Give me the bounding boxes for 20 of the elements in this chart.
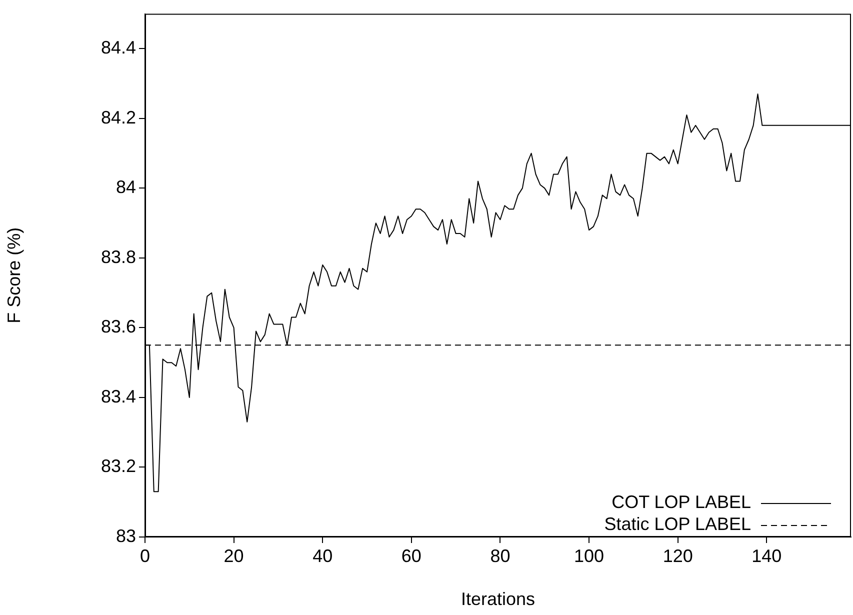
legend-label: Static LOP LABEL <box>604 514 751 534</box>
x-axis-title: Iterations <box>460 589 536 610</box>
y-tick-label: 84.2 <box>100 107 136 128</box>
y-tick-label: 83.8 <box>100 246 136 267</box>
x-tick-label: 60 <box>401 546 422 566</box>
y-tick-label: 84 <box>116 177 136 198</box>
x-tick-label: 100 <box>574 546 604 566</box>
x-tick-label: 80 <box>490 546 510 566</box>
y-tick-label: 83.2 <box>100 456 136 476</box>
x-tick-label: 0 <box>140 546 150 566</box>
y-axis-title: F Score (%) <box>4 227 24 324</box>
y-tick-label: 83.6 <box>100 316 136 337</box>
x-tick-label: 120 <box>662 546 693 566</box>
x-tick-label: 20 <box>224 546 244 566</box>
x-tick-label: 140 <box>752 546 782 566</box>
legend-label: COT LOP LABEL <box>612 492 751 512</box>
y-tick-label: 83.4 <box>100 386 136 406</box>
y-tick-label: 83 <box>116 526 136 546</box>
y-tick-label: 84.4 <box>100 38 136 58</box>
x-tick-label: 40 <box>312 546 333 566</box>
